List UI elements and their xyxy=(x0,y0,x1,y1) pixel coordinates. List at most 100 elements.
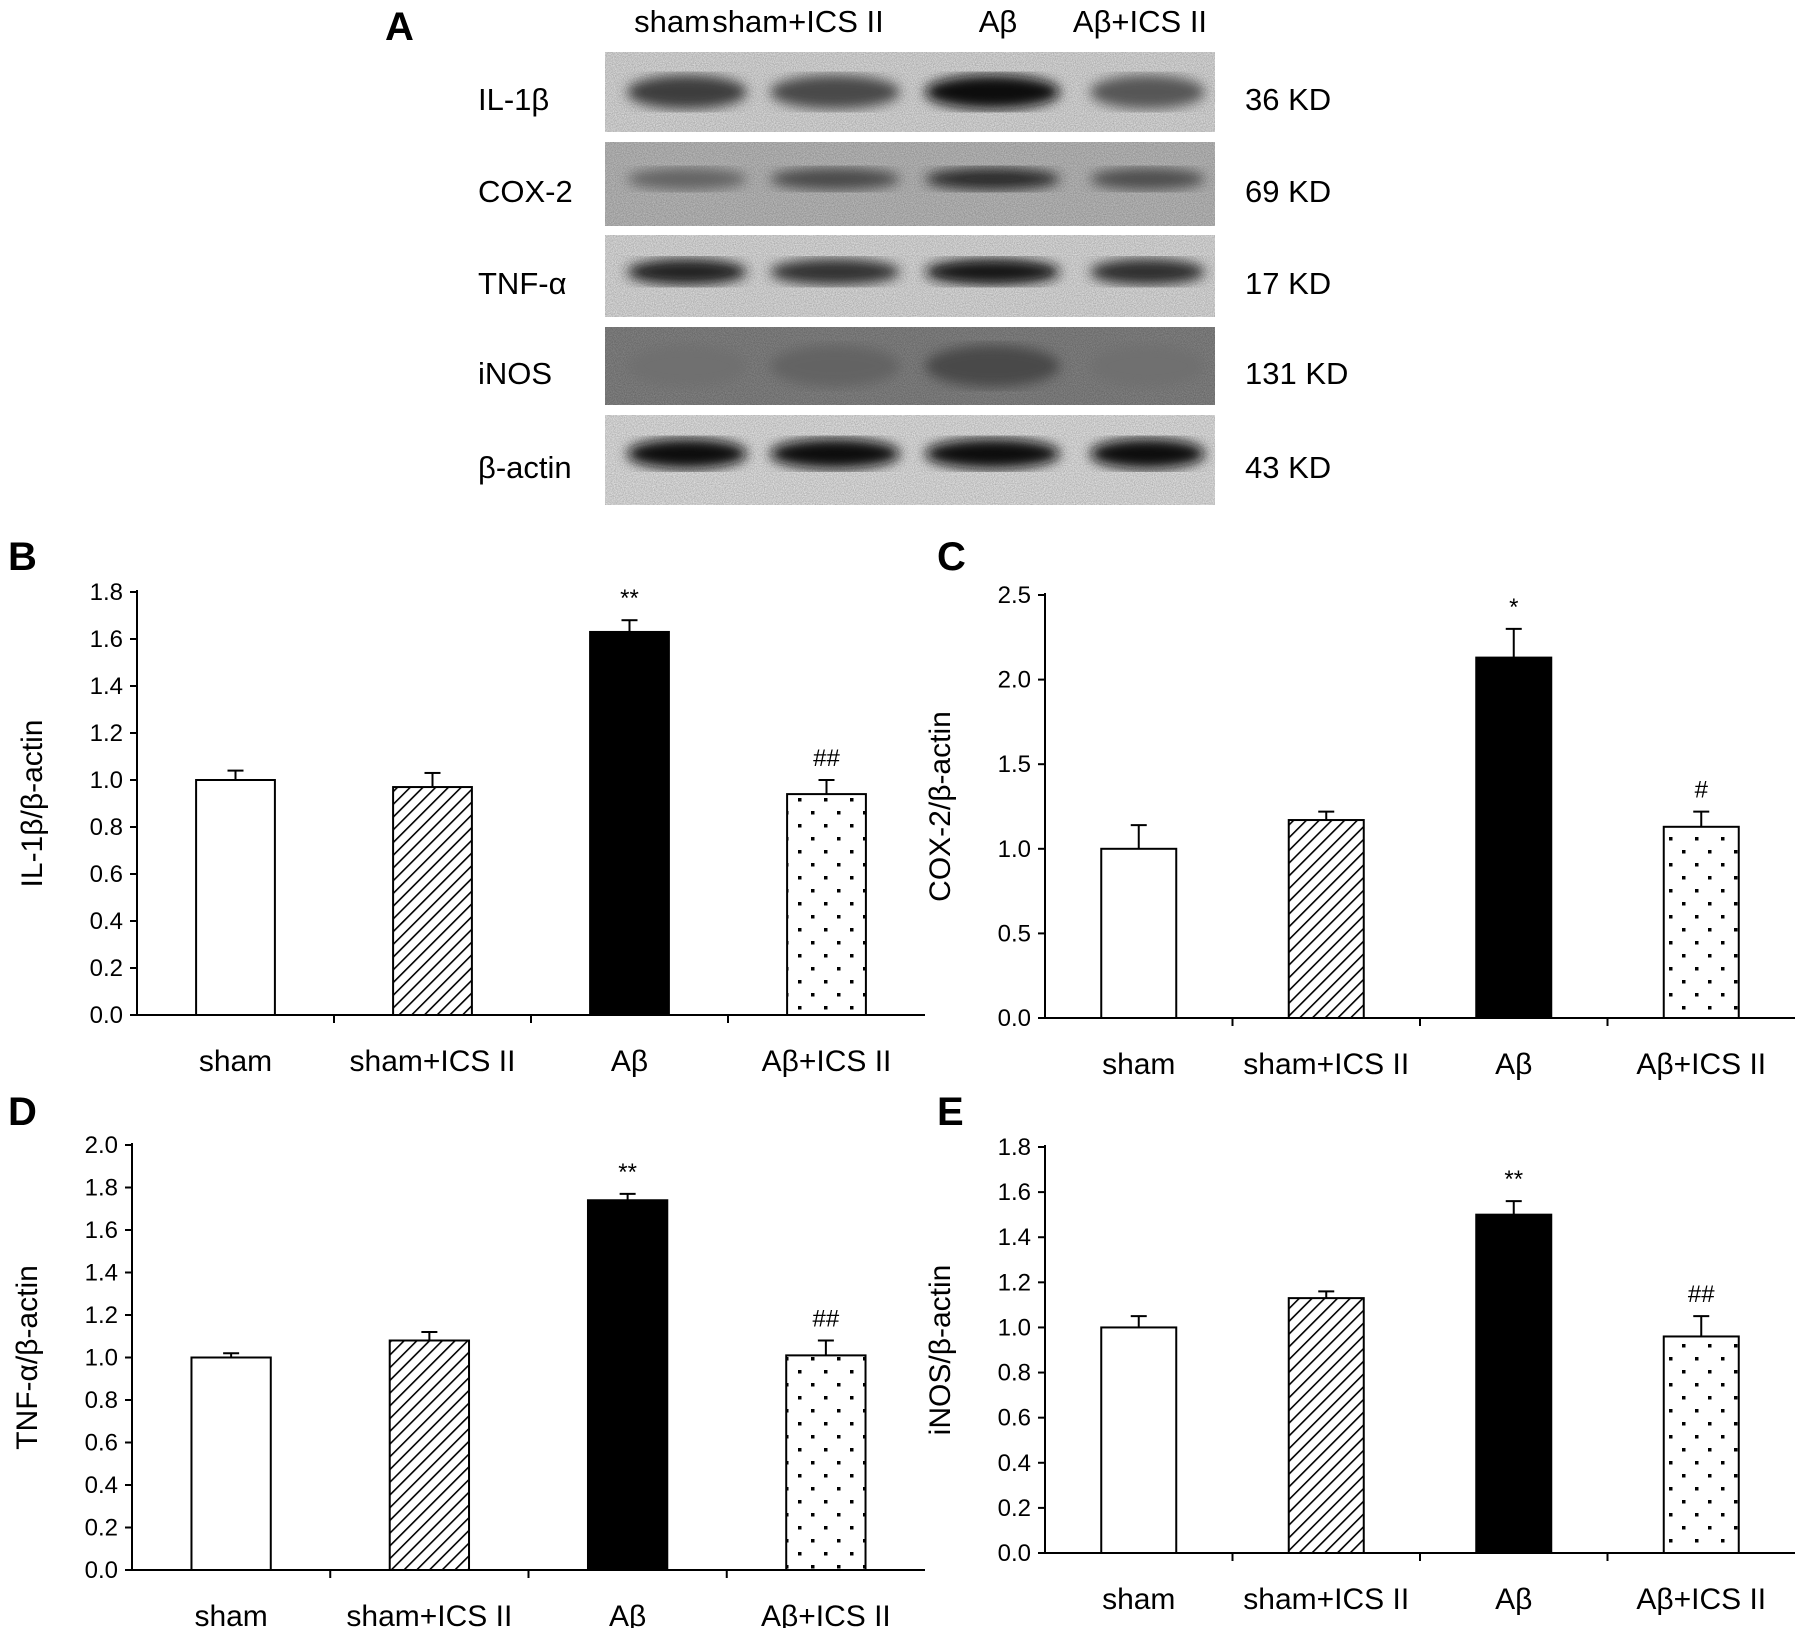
y-tick-label: 2.5 xyxy=(998,582,1031,609)
panel-b: B 0.0 0.2 0.4 0.6 0.8 1.0 1.2 1.4 1.6 1.8 sham sham… xyxy=(8,535,925,1078)
blot-band xyxy=(1090,167,1205,190)
protein-label: iNOS xyxy=(478,356,552,391)
blot-band xyxy=(1090,258,1205,285)
bar xyxy=(589,630,670,1016)
x-category-label: sham xyxy=(194,1600,267,1628)
y-tick-label: 1.5 xyxy=(998,751,1031,778)
x-category-label: sham xyxy=(1102,1583,1175,1616)
bar xyxy=(190,1356,272,1571)
molecular-weight-label: 43 KD xyxy=(1245,450,1331,485)
significance-mark: ## xyxy=(1688,1281,1715,1308)
y-tick-label: 1.2 xyxy=(90,720,123,747)
blot-row: IL-1β 36 KD xyxy=(478,52,1331,132)
blot-band xyxy=(627,258,747,285)
x-category-label: Aβ+ICS II xyxy=(1636,1048,1766,1081)
molecular-weight-label: 36 KD xyxy=(1245,82,1331,117)
y-tick-label: 1.0 xyxy=(85,1345,118,1372)
y-tick-label: 1.8 xyxy=(90,579,123,606)
y-axis-title: iNOS/β-actin xyxy=(924,1265,957,1436)
panel-letter-a: A xyxy=(385,5,414,49)
x-category-label: Aβ+ICS II xyxy=(762,1045,892,1078)
y-tick-label: 0.8 xyxy=(998,1360,1031,1387)
y-tick-label: 0.0 xyxy=(85,1557,118,1584)
x-category-label: sham xyxy=(199,1045,272,1078)
panel-letter-e: E xyxy=(937,1090,964,1134)
y-tick-label: 2.0 xyxy=(85,1132,118,1159)
y-tick-label: 0.4 xyxy=(90,908,123,935)
x-category-label: Aβ xyxy=(609,1600,646,1628)
significance-mark: ** xyxy=(1504,1166,1523,1193)
significance-mark: * xyxy=(1509,594,1518,621)
blot-band xyxy=(1090,345,1205,387)
blot-band xyxy=(925,167,1060,190)
bar xyxy=(586,1199,669,1571)
panel-d: D 0.0 0.2 0.4 0.6 0.8 1.0 1.2 1.4 1.6 1.8 2.0 sham s… xyxy=(8,1090,925,1628)
significance-mark: ## xyxy=(813,1306,840,1333)
blot-band xyxy=(925,75,1060,109)
y-tick-label: 0.4 xyxy=(998,1450,1031,1477)
protein-label: TNF-α xyxy=(478,266,567,301)
y-axis-title: IL-1β/β-actin xyxy=(16,720,49,888)
y-tick-label: 1.2 xyxy=(998,1269,1031,1296)
y-tick-label: 1.6 xyxy=(85,1217,118,1244)
x-category-label: sham+ICS II xyxy=(350,1045,516,1078)
y-tick-label: 0.8 xyxy=(85,1387,118,1414)
blot-rows: IL-1β 36 KD COX-2 69 KD TNF-α 17 KD iNOS 131 KD… xyxy=(478,52,1348,505)
blot-band xyxy=(925,345,1060,387)
protein-label: IL-1β xyxy=(478,82,549,117)
y-tick-label: 1.4 xyxy=(998,1224,1031,1251)
blot-band xyxy=(627,167,747,190)
y-tick-label: 1.8 xyxy=(85,1175,118,1202)
y-tick-label: 1.4 xyxy=(85,1260,118,1287)
panel-letter-c: C xyxy=(937,535,966,579)
y-tick-label: 1.6 xyxy=(998,1179,1031,1206)
blot-row: COX-2 69 KD xyxy=(478,142,1331,226)
bar xyxy=(1475,1213,1553,1554)
bar xyxy=(1662,1335,1740,1555)
bar xyxy=(388,1339,471,1571)
blot-band xyxy=(627,345,747,387)
lane-label: sham+ICS II xyxy=(712,4,883,39)
x-category-label: Aβ+ICS II xyxy=(761,1600,891,1628)
bar xyxy=(785,1354,867,1571)
y-tick-label: 1.4 xyxy=(90,673,123,700)
bar xyxy=(1100,1326,1178,1555)
significance-mark: ## xyxy=(813,745,840,772)
blot-band xyxy=(1090,438,1205,469)
y-tick-label: 0.6 xyxy=(85,1430,118,1457)
panel-letter-b: B xyxy=(8,535,37,579)
blot-row: TNF-α 17 KD xyxy=(478,235,1331,317)
panel-letter-d: D xyxy=(8,1090,37,1134)
significance-mark: # xyxy=(1695,777,1709,804)
x-category-label: Aβ xyxy=(1495,1583,1532,1616)
x-category-label: sham+ICS II xyxy=(1243,1048,1409,1081)
y-tick-label: 0.8 xyxy=(90,814,123,841)
blot-band xyxy=(770,438,900,469)
protein-label: β-actin xyxy=(478,450,572,485)
panel-a: A sham sham+ICS II Aβ Aβ+ICS II IL-1β 36 KD C… xyxy=(385,4,1348,505)
significance-mark: ** xyxy=(618,1159,637,1186)
blot-band xyxy=(770,75,900,109)
lane-label: sham xyxy=(634,4,710,39)
lane-label: Aβ xyxy=(979,4,1018,39)
panel-c: C 0.0 0.5 1.0 1.5 2.0 2.5 sham sham+ICS II * Aβ # A… xyxy=(924,535,1795,1081)
bar xyxy=(195,779,276,1016)
y-tick-label: 0.0 xyxy=(90,1002,123,1029)
y-tick-label: 0.2 xyxy=(85,1515,118,1542)
molecular-weight-label: 131 KD xyxy=(1245,356,1348,391)
y-tick-label: 0.0 xyxy=(998,1005,1031,1032)
y-tick-label: 0.2 xyxy=(998,1495,1031,1522)
y-tick-label: 1.0 xyxy=(998,1314,1031,1341)
y-tick-label: 1.0 xyxy=(998,836,1031,863)
lane-labels: sham sham+ICS II Aβ Aβ+ICS II xyxy=(634,4,1207,39)
y-tick-label: 1.0 xyxy=(90,767,123,794)
y-tick-label: 2.0 xyxy=(998,667,1031,694)
bar xyxy=(1662,825,1740,1020)
y-axis-title: COX-2/β-actin xyxy=(924,711,957,902)
y-tick-label: 0.2 xyxy=(90,955,123,982)
y-tick-label: 0.0 xyxy=(998,1540,1031,1567)
molecular-weight-label: 17 KD xyxy=(1245,266,1331,301)
blot-band xyxy=(627,438,747,469)
bar xyxy=(1475,656,1553,1019)
